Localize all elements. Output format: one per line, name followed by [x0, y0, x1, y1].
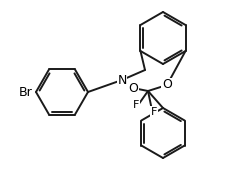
Text: F: F	[151, 107, 157, 117]
Text: Br: Br	[19, 86, 33, 99]
Text: F: F	[133, 100, 139, 110]
Text: O: O	[128, 82, 138, 95]
Text: O: O	[162, 79, 172, 92]
Text: N: N	[117, 74, 127, 86]
